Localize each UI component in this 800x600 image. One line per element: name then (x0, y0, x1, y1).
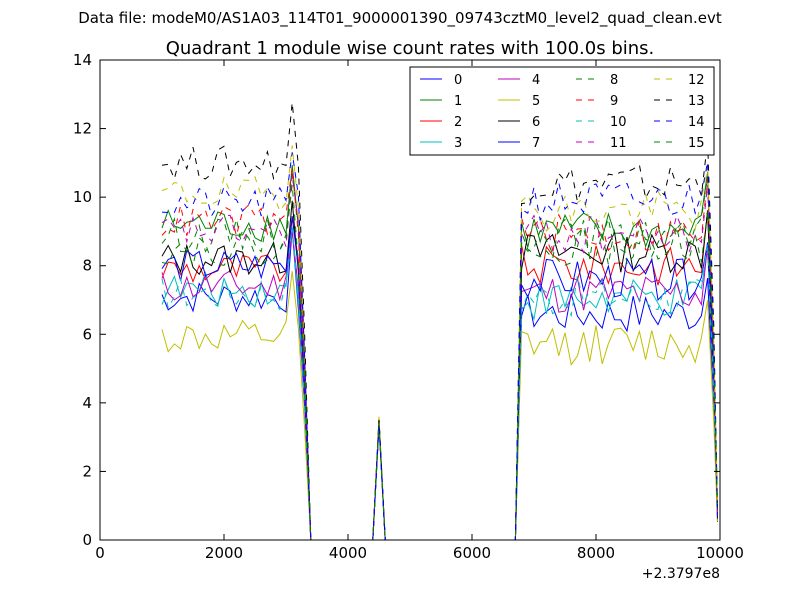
x-axis-offset-label: +2.3797e8 (642, 566, 720, 582)
legend-entry-3: 3 (420, 136, 462, 151)
series-line-15 (161, 184, 718, 540)
legend-label: 2 (454, 115, 462, 130)
y-tick-label: 12 (73, 120, 92, 138)
x-tick-label: 6000 (453, 544, 491, 562)
plot-frame (99, 59, 721, 541)
legend-entry-14: 14 (654, 115, 705, 130)
figure-suptitle: Data file: modeM0/AS1A03_114T01_90000013… (78, 9, 722, 27)
x-tick-label: 8000 (577, 544, 615, 562)
legend-label: 15 (688, 136, 705, 151)
y-tick-label: 14 (73, 51, 92, 69)
series-line-10 (161, 227, 718, 540)
series-line-5 (161, 271, 718, 540)
legend-label: 6 (532, 115, 540, 130)
series-line-12 (161, 145, 718, 540)
legend-label: 10 (610, 115, 627, 130)
legend-label: 8 (610, 73, 618, 88)
legend-label: 9 (610, 94, 618, 109)
legend-entry-2: 2 (420, 115, 462, 130)
x-tick-label: 4000 (329, 544, 367, 562)
legend-entry-4: 4 (498, 73, 540, 88)
series-line-9 (161, 167, 718, 540)
legend-entry-9: 9 (576, 94, 618, 109)
legend-entry-15: 15 (654, 136, 705, 151)
series-line-3 (161, 226, 718, 540)
y-tick-label: 0 (82, 531, 92, 549)
legend-entry-7: 7 (498, 136, 540, 151)
series-line-13 (161, 102, 718, 540)
y-tick-label: 4 (82, 394, 92, 412)
legend-label: 11 (610, 136, 627, 151)
y-tick-label: 8 (82, 257, 92, 275)
legend-entry-12: 12 (654, 73, 705, 88)
legend-entry-13: 13 (654, 94, 705, 109)
legend-label: 7 (532, 136, 540, 151)
legend-label: 4 (532, 73, 540, 88)
legend-entry-1: 1 (420, 94, 462, 109)
legend-entry-5: 5 (498, 94, 540, 109)
y-tick-label: 6 (82, 325, 92, 343)
legend-box (409, 66, 715, 156)
series-layer (161, 102, 718, 540)
series-line-14 (161, 152, 718, 540)
series-line-2 (161, 210, 718, 540)
chart-title: Quadrant 1 module wise count rates with … (166, 38, 655, 59)
legend-label: 13 (688, 94, 705, 109)
y-tick-label: 2 (82, 462, 92, 480)
legend-entry-10: 10 (576, 115, 627, 130)
series-line-4 (161, 231, 718, 540)
series-line-7 (161, 216, 718, 540)
legend-label: 1 (454, 94, 462, 109)
legend-label: 12 (688, 73, 705, 88)
legend-label: 14 (688, 115, 705, 130)
x-tick-label: 0 (95, 544, 105, 562)
series-line-11 (161, 174, 718, 540)
legend-label: 3 (454, 136, 462, 151)
legend-label: 0 (454, 73, 462, 88)
x-tick-label: 10000 (696, 544, 744, 562)
legend-entry-11: 11 (576, 136, 627, 151)
series-line-1 (161, 165, 718, 540)
y-tick-label: 10 (73, 188, 92, 206)
series-line-8 (161, 173, 718, 540)
legend-entry-6: 6 (498, 115, 540, 130)
legend-label: 5 (532, 94, 540, 109)
legend-entry-0: 0 (420, 73, 462, 88)
x-tick-label: 2000 (205, 544, 243, 562)
series-line-0 (161, 228, 718, 540)
legend-entry-8: 8 (576, 73, 618, 88)
series-line-6 (161, 200, 718, 540)
